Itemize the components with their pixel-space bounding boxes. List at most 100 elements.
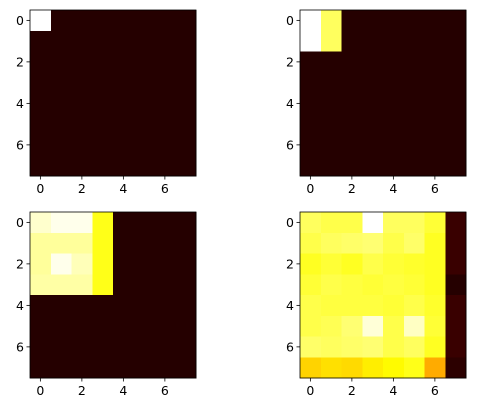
heatmap-cell [133,232,155,254]
heatmap-cell [424,155,446,177]
heatmap-cell [403,51,425,73]
heatmap-cell [92,232,114,254]
heatmap-cell [383,51,405,73]
heatmap-cell [92,134,114,156]
heatmap-cell [403,155,425,177]
heatmap-cell [175,30,197,52]
heatmap-cell [113,113,135,135]
x-tick-label: 4 [119,383,127,398]
heatmap-cell [133,315,155,337]
heatmap-cell [445,10,467,32]
y-tick-label: 2 [286,256,294,271]
heatmap-cell [341,10,363,32]
heatmap-cell [133,357,155,379]
heatmap-cell [133,93,155,115]
heatmap-cell [362,232,384,254]
heatmap-cell [50,315,72,337]
heatmap-cell [113,357,135,379]
heatmap-cell [320,134,342,156]
heatmap-cell [113,51,135,73]
heatmap-cell [154,357,176,379]
y-tick-label: 2 [286,54,294,69]
heatmap-cell [300,30,322,52]
heatmap-cell [92,72,114,94]
heatmap-cell [300,253,322,275]
heatmap-cell [403,212,425,234]
heatmap-cell [300,155,322,177]
heatmap-cell [133,72,155,94]
heatmap-cell [362,30,384,52]
heatmap-cell [113,134,135,156]
heatmap-cell [113,72,135,94]
heatmap-cell [424,253,446,275]
heatmap-cell [383,113,405,135]
heatmap-cell [113,30,135,52]
heatmap-cell [403,113,425,135]
heatmap-cell [154,51,176,73]
heatmap-cell [175,72,197,94]
heatmap-cell [133,51,155,73]
heatmap-cell [362,253,384,275]
heatmap-cell [320,232,342,254]
axes-frame [299,211,467,379]
heatmap-cell [71,10,93,32]
heatmap-cell [71,232,93,254]
heatmap-cell [113,155,135,177]
heatmap-cell [71,212,93,234]
heatmap-cell [424,274,446,296]
heatmap-cell [50,30,72,52]
heatmap-cell [50,274,72,296]
heatmap-cell [92,212,114,234]
heatmap-cell [320,295,342,317]
heatmap-cell [175,336,197,358]
heatmap-cell [362,93,384,115]
heatmap-cell [92,274,114,296]
heatmap-cell [113,93,135,115]
heatmap-cell [445,232,467,254]
heatmap-cell [362,274,384,296]
heatmap-cell [424,232,446,254]
heatmap-cell [133,336,155,358]
x-tick-label: 6 [161,383,169,398]
axes-frame [29,211,197,379]
heatmap-cell [300,232,322,254]
heatmap-cell [424,295,446,317]
heatmap-cell [300,113,322,135]
y-tick-label: 4 [16,96,24,111]
heatmap-cell [383,30,405,52]
heatmap-cell [445,51,467,73]
heatmap-cell [154,10,176,32]
heatmap-cell [50,93,72,115]
heatmap-cell [30,232,52,254]
heatmap-cell [175,315,197,337]
heatmap-cell [362,315,384,337]
heatmap-cell [175,232,197,254]
heatmap-cell [133,212,155,234]
heatmap-cell [424,336,446,358]
heatmap-cell [362,51,384,73]
heatmap-cell [383,357,405,379]
heatmap-cell [300,51,322,73]
heatmap-cell [403,357,425,379]
heatmap-cell [320,113,342,135]
heatmap-cell [92,357,114,379]
x-tick-label: 0 [306,181,314,196]
heatmap-cell [71,315,93,337]
heatmap-cell [133,10,155,32]
heatmap-cell [71,336,93,358]
heatmap-cell [341,30,363,52]
axes-frame [29,9,197,177]
heatmap-cell [300,336,322,358]
heatmap-cell [175,134,197,156]
heatmap-cell [383,212,405,234]
heatmap-cell [362,155,384,177]
x-tick-label: 0 [36,181,44,196]
heatmap-cell [320,315,342,337]
heatmap-cell [403,134,425,156]
heatmap-cell [133,134,155,156]
heatmap-cell [383,155,405,177]
heatmap-cell [341,253,363,275]
heatmap-cell [50,155,72,177]
subplot-grid: 0 2 4 6 0 2 4 6 0 2 4 6 0 2 4 6 0 2 4 6 0 2 4 6 0 2 4 6 0 2 4 6 [16,9,467,398]
